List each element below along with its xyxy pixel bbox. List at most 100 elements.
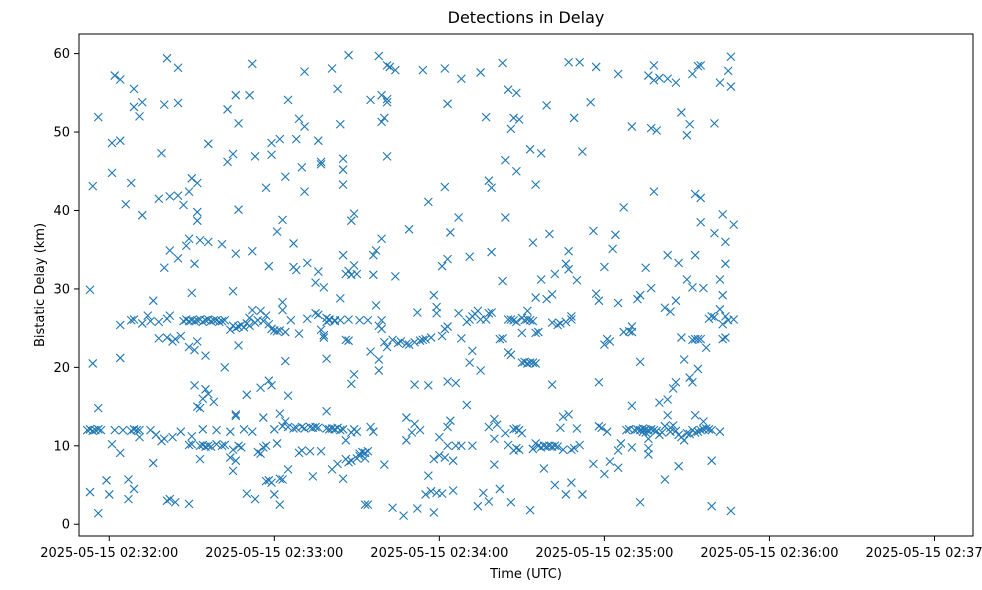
data-point-marker — [600, 340, 609, 350]
data-point-marker — [267, 324, 276, 334]
data-point-marker — [649, 60, 659, 70]
data-point-marker — [173, 253, 183, 263]
data-point-marker — [553, 320, 563, 330]
data-point-marker — [710, 312, 719, 322]
data-point-marker — [201, 351, 210, 360]
data-point-marker — [498, 58, 508, 68]
data-point-marker — [613, 298, 623, 308]
data-point-marker — [300, 187, 309, 197]
data-point-marker — [302, 314, 312, 324]
data-point-marker — [478, 488, 488, 498]
data-point-marker — [264, 376, 274, 386]
data-point-marker — [421, 490, 430, 499]
data-point-marker — [718, 319, 728, 329]
data-point-marker — [591, 289, 601, 299]
data-point-marker — [429, 508, 439, 517]
data-point-marker — [319, 330, 329, 340]
data-point-marker — [525, 505, 535, 515]
data-point-marker — [690, 250, 700, 260]
data-point-marker — [484, 497, 494, 506]
data-point-marker — [699, 417, 708, 426]
data-point-marker — [605, 337, 615, 346]
data-point-marker — [300, 424, 309, 433]
data-point-marker — [374, 366, 384, 375]
data-point-marker — [245, 313, 254, 323]
data-point-marker — [649, 187, 659, 197]
data-point-marker — [688, 377, 697, 387]
data-point-marker — [85, 487, 95, 497]
data-point-marker — [542, 100, 552, 110]
data-point-marker — [247, 59, 257, 69]
data-point-marker — [297, 422, 307, 432]
data-point-marker — [726, 506, 736, 516]
data-point-marker — [646, 283, 656, 293]
data-point-marker — [256, 306, 265, 316]
data-point-marker — [489, 460, 499, 470]
data-point-marker — [721, 237, 730, 247]
data-point-marker — [209, 315, 219, 325]
data-point-marker — [85, 285, 95, 295]
data-point-marker — [269, 424, 279, 434]
data-point-marker — [597, 423, 607, 433]
data-point-marker — [305, 446, 315, 456]
data-point-marker — [528, 444, 538, 454]
data-point-marker — [146, 316, 155, 326]
data-point-marker — [124, 475, 133, 484]
data-point-marker — [192, 402, 202, 411]
data-point-marker — [88, 359, 98, 368]
data-point-marker — [137, 210, 147, 220]
data-point-marker — [115, 353, 125, 363]
data-point-marker — [663, 410, 673, 420]
data-point-marker — [544, 229, 554, 239]
data-point-marker — [118, 425, 128, 435]
data-point-marker — [261, 311, 271, 320]
data-point-marker — [569, 113, 579, 123]
x-tick-label: 2025-05-15 02:35:00 — [535, 546, 673, 561]
data-point-marker — [366, 95, 375, 105]
data-point-marker — [338, 180, 348, 189]
data-point-marker — [679, 355, 689, 364]
data-point-marker — [184, 499, 194, 509]
data-point-marker — [646, 123, 656, 133]
data-point-marker — [517, 428, 527, 438]
data-point-marker — [528, 316, 538, 326]
data-point-marker — [286, 315, 296, 325]
data-point-marker — [578, 490, 587, 499]
data-point-marker — [132, 425, 142, 435]
data-point-marker — [102, 475, 111, 485]
data-point-marker — [173, 98, 183, 108]
data-point-marker — [434, 450, 444, 460]
data-point-marker — [159, 263, 169, 273]
data-point-marker — [726, 82, 736, 91]
data-point-marker — [333, 459, 342, 469]
data-point-marker — [126, 315, 136, 325]
data-point-marker — [699, 283, 708, 293]
data-point-marker — [600, 469, 609, 479]
data-point-marker — [572, 275, 582, 285]
data-point-marker — [179, 200, 188, 210]
data-point-marker — [203, 237, 213, 247]
data-point-marker — [261, 476, 271, 486]
data-point-marker — [525, 315, 535, 325]
data-point-marker — [677, 333, 686, 342]
data-point-marker — [627, 327, 637, 337]
data-point-marker — [693, 427, 703, 437]
data-point-marker — [655, 398, 664, 408]
data-point-marker — [154, 317, 164, 327]
data-point-marker — [399, 511, 408, 520]
data-point-marker — [289, 239, 298, 248]
data-point-marker — [124, 494, 133, 504]
data-point-marker — [511, 166, 521, 176]
data-point-marker — [107, 439, 117, 449]
data-point-marker — [294, 114, 304, 124]
data-point-marker — [275, 134, 285, 144]
data-point-marker — [355, 451, 364, 461]
data-point-marker — [338, 154, 348, 164]
data-point-marker — [533, 327, 543, 337]
plot-frame — [78, 33, 974, 537]
data-point-marker — [231, 456, 241, 466]
data-point-marker — [217, 239, 227, 249]
data-point-marker — [360, 500, 370, 510]
data-point-marker — [181, 241, 191, 251]
